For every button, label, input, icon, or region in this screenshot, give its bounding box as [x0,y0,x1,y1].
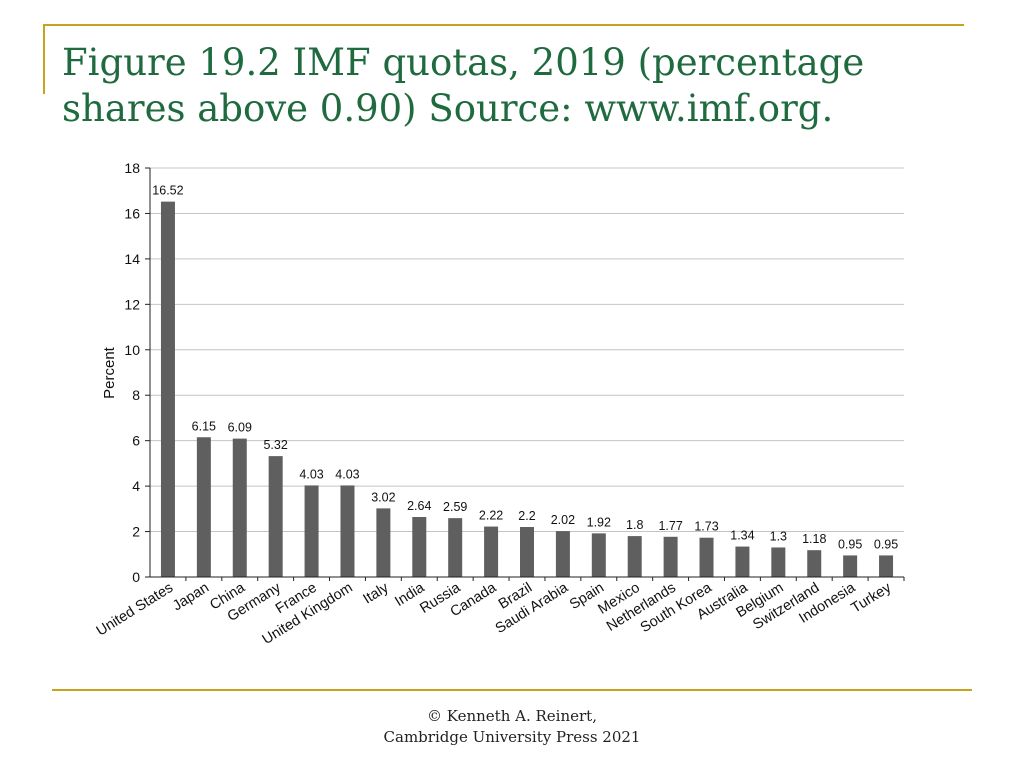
left-rule [43,24,45,94]
x-tick-label: Italy [360,579,392,607]
value-label: 1.77 [658,519,682,533]
bar [663,536,678,577]
y-tick-label: 10 [124,342,140,358]
x-tick-label: United States [94,580,176,640]
top-rule [44,24,964,26]
bar [268,456,283,577]
value-label: 2.59 [443,500,467,514]
bar [591,533,606,577]
y-tick-label: 8 [132,387,140,403]
footer: © Kenneth A. Reinert, Cambridge Universi… [312,706,712,748]
value-label: 1.18 [802,532,826,546]
y-tick-label: 12 [124,296,140,312]
x-tick-labels: United StatesJapanChinaGermanyFranceUnit… [94,579,895,648]
value-label: 1.73 [694,520,718,534]
bar [160,201,175,577]
bar [340,485,355,577]
bottom-rule [52,689,972,691]
footer-publisher: Cambridge University Press 2021 [383,728,641,746]
y-axis-label: Percent [101,346,118,399]
value-label: 1.8 [626,518,643,532]
value-labels: 16.52 6.15 6.09 5.32 4.03 4.03 3.02 2.64 2.59 2.2… [152,184,898,552]
y-tick-label: 16 [124,205,140,221]
value-label: 0.95 [874,537,898,551]
x-axis [150,576,905,581]
y-tick-label: 18 [124,160,140,176]
bar [376,508,391,577]
value-label: 3.02 [371,490,395,504]
value-label: 2.64 [407,499,431,513]
bar [304,485,319,577]
bar [196,437,211,577]
bar [771,547,786,577]
bar [448,518,463,577]
bar [735,546,750,577]
y-axis: 0 2 4 6 8 10 12 14 16 18 [124,160,151,585]
bar [520,527,534,577]
slide-title: Figure 19.2 IMF quotas, 2019 (percentage… [62,41,865,130]
bar [879,555,894,577]
value-label: 4.03 [335,467,359,481]
grid-lines [150,167,904,533]
bar [412,517,427,577]
value-label: 1.34 [730,529,754,543]
bar [484,526,499,577]
value-label: 6.15 [192,419,216,433]
y-tick-label: 14 [124,251,140,267]
bar [699,537,714,577]
bars [160,201,894,577]
value-label: 2.2 [518,509,535,523]
x-tick-label: Turkey [849,579,895,616]
value-label: 2.22 [479,509,503,523]
value-label: 16.52 [152,184,183,198]
bar [555,531,570,577]
bar [807,550,822,577]
y-tick-label: 4 [132,478,140,494]
value-label: 0.95 [838,537,862,551]
x-tick-label: Japan [170,580,212,615]
value-label: 5.32 [263,438,287,452]
y-tick-label: 6 [132,433,140,449]
bar [232,438,247,577]
bar [843,555,858,577]
footer-copyright: © Kenneth A. Reinert, [427,707,597,725]
value-label: 4.03 [299,467,323,481]
y-tick-label: 2 [132,524,140,540]
bar [627,536,642,577]
value-label: 6.09 [228,421,252,435]
value-label: 2.02 [551,513,575,527]
value-label: 1.3 [770,529,787,543]
bar-chart: 0 2 4 6 8 10 12 14 16 18 16.52 6.15 6.09 5.32 4.03 4.0… [94,160,905,648]
y-tick-label: 0 [132,569,140,585]
value-label: 1.92 [587,515,611,529]
